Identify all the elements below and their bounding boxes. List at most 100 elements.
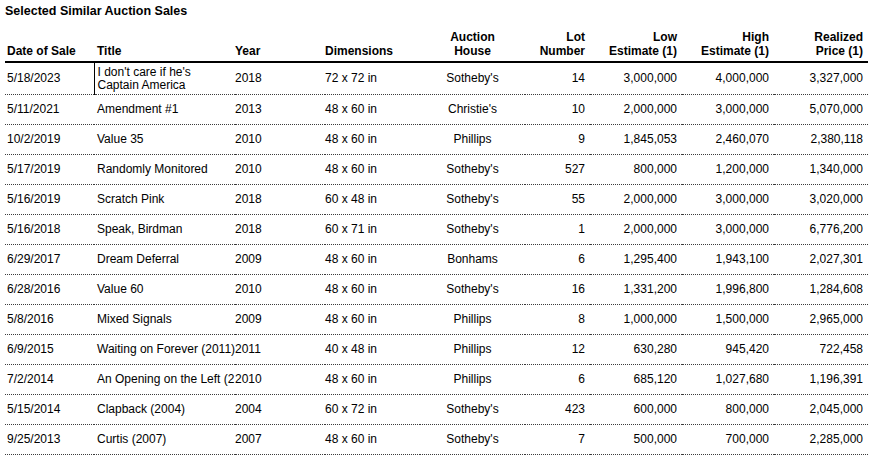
cell-dimensions: 60 x 48 in [325, 185, 420, 215]
cell-auction_house: Bonhams [420, 245, 525, 275]
cell-dimensions: 60 x 72 in [325, 395, 420, 425]
cell-auction_house: Sotheby's [420, 155, 525, 185]
cell-lot_number: 16 [525, 275, 590, 305]
cell-title: Value 60 [94, 275, 235, 305]
header-line: Year [235, 44, 325, 58]
cell-lot_number: 55 [525, 185, 590, 215]
header-line: Lot [525, 30, 585, 44]
cell-title: Speak, Birdman [94, 215, 235, 245]
cell-low_estimate: 500,000 [590, 425, 682, 455]
cell-title: An Opening on the Left (2 [94, 365, 235, 395]
cell-high_estimate: 800,000 [682, 395, 774, 425]
table-row: 9/25/2013Curtis (2007)200748 x 60 inSoth… [5, 425, 868, 455]
cell-realized_price: 1,340,000 [774, 155, 868, 185]
cell-title: Randomly Monitored [94, 155, 235, 185]
cell-low_estimate: 1,295,400 [590, 245, 682, 275]
cell-date_of_sale: 5/15/2014 [5, 395, 94, 425]
cell-dimensions: 48 x 60 in [325, 305, 420, 335]
cell-date_of_sale: 5/11/2021 [5, 95, 94, 125]
table-row: 7/2/2014An Opening on the Left (2201048 … [5, 365, 868, 395]
cell-year: 2009 [235, 245, 325, 275]
table-row: 5/18/2023I don't care if he's Captain Am… [5, 62, 868, 95]
header-line: Dimensions [325, 44, 420, 58]
header-cell-year: Year [235, 22, 325, 62]
cell-auction_house: Sotheby's [420, 62, 525, 95]
cell-low_estimate: 1,000,000 [590, 305, 682, 335]
cell-year: 2018 [235, 185, 325, 215]
cell-low_estimate: 2,000,000 [590, 185, 682, 215]
cell-high_estimate: 4,000,000 [682, 62, 774, 95]
cell-year: 2007 [235, 425, 325, 455]
cell-date_of_sale: 5/18/2023 [5, 62, 94, 95]
cell-realized_price: 1,196,391 [774, 365, 868, 395]
cell-dimensions: 40 x 48 in [325, 335, 420, 365]
cell-year: 2011 [235, 335, 325, 365]
cell-realized_price: 2,027,301 [774, 245, 868, 275]
cell-year: 2010 [235, 125, 325, 155]
cell-high_estimate: 700,000 [682, 425, 774, 455]
cell-title: Mixed Signals [94, 305, 235, 335]
cell-year: 2013 [235, 95, 325, 125]
cell-title: Scratch Pink [94, 185, 235, 215]
cell-title: Waiting on Forever (2011) [94, 335, 235, 365]
cell-low_estimate: 800,000 [590, 155, 682, 185]
cell-auction_house: Phillips [420, 365, 525, 395]
table-row: 10/2/2019Value 35201048 x 60 inPhillips9… [5, 125, 868, 155]
header-cell-auction_house: AuctionHouse [420, 22, 525, 62]
cell-lot_number: 9 [525, 125, 590, 155]
cell-date_of_sale: 5/17/2019 [5, 155, 94, 185]
header-line: Estimate (1) [682, 44, 769, 58]
cell-dimensions: 48 x 60 in [325, 155, 420, 185]
cell-date_of_sale: 5/16/2019 [5, 185, 94, 215]
cell-lot_number: 1 [525, 215, 590, 245]
cell-dimensions: 48 x 60 in [325, 425, 420, 455]
cell-high_estimate: 945,420 [682, 335, 774, 365]
cell-lot_number: 527 [525, 155, 590, 185]
header-line: Date of Sale [7, 44, 94, 58]
cell-lot_number: 7 [525, 425, 590, 455]
cell-auction_house: Sotheby's [420, 395, 525, 425]
cell-year: 2018 [235, 215, 325, 245]
header-line: Realized [774, 30, 863, 44]
cell-auction_house: Phillips [420, 305, 525, 335]
header-line: Low [590, 30, 677, 44]
cell-auction_house: Phillips [420, 335, 525, 365]
header-cell-dimensions: Dimensions [325, 22, 420, 62]
table-row: 6/9/2015Waiting on Forever (2011)201140 … [5, 335, 868, 365]
cell-date_of_sale: 6/28/2016 [5, 275, 94, 305]
cell-title: I don't care if he's Captain America [94, 62, 235, 95]
table-row: 6/28/2016Value 60201048 x 60 inSotheby's… [5, 275, 868, 305]
cell-auction_house: Phillips [420, 125, 525, 155]
cell-auction_house: Christie's [420, 95, 525, 125]
cell-realized_price: 2,285,000 [774, 425, 868, 455]
cell-year: 2010 [235, 365, 325, 395]
cell-dimensions: 60 x 71 in [325, 215, 420, 245]
cell-low_estimate: 630,280 [590, 335, 682, 365]
cell-year: 2004 [235, 395, 325, 425]
cell-dimensions: 48 x 60 in [325, 95, 420, 125]
cell-date_of_sale: 6/9/2015 [5, 335, 94, 365]
header-line: Title [97, 44, 235, 58]
cell-low_estimate: 3,000,000 [590, 62, 682, 95]
cell-auction_house: Sotheby's [420, 185, 525, 215]
cell-low_estimate: 2,000,000 [590, 95, 682, 125]
cell-lot_number: 6 [525, 365, 590, 395]
cell-realized_price: 5,070,000 [774, 95, 868, 125]
auction-sales-table: Date of SaleTitleYearDimensionsAuctionHo… [5, 22, 868, 455]
cell-high_estimate: 1,027,680 [682, 365, 774, 395]
cell-date_of_sale: 10/2/2019 [5, 125, 94, 155]
cell-title: Clapback (2004) [94, 395, 235, 425]
cell-high_estimate: 1,943,100 [682, 245, 774, 275]
cell-year: 2010 [235, 155, 325, 185]
cell-realized_price: 6,776,200 [774, 215, 868, 245]
header-cell-realized_price: RealizedPrice (1) [774, 22, 868, 62]
cell-dimensions: 48 x 60 in [325, 365, 420, 395]
table-row: 5/15/2014Clapback (2004)200460 x 72 inSo… [5, 395, 868, 425]
cell-low_estimate: 600,000 [590, 395, 682, 425]
table-header-row: Date of SaleTitleYearDimensionsAuctionHo… [5, 22, 868, 62]
cell-lot_number: 8 [525, 305, 590, 335]
cell-date_of_sale: 7/2/2014 [5, 365, 94, 395]
header-line: High [682, 30, 769, 44]
cell-title: Dream Deferral [94, 245, 235, 275]
cell-date_of_sale: 6/29/2017 [5, 245, 94, 275]
